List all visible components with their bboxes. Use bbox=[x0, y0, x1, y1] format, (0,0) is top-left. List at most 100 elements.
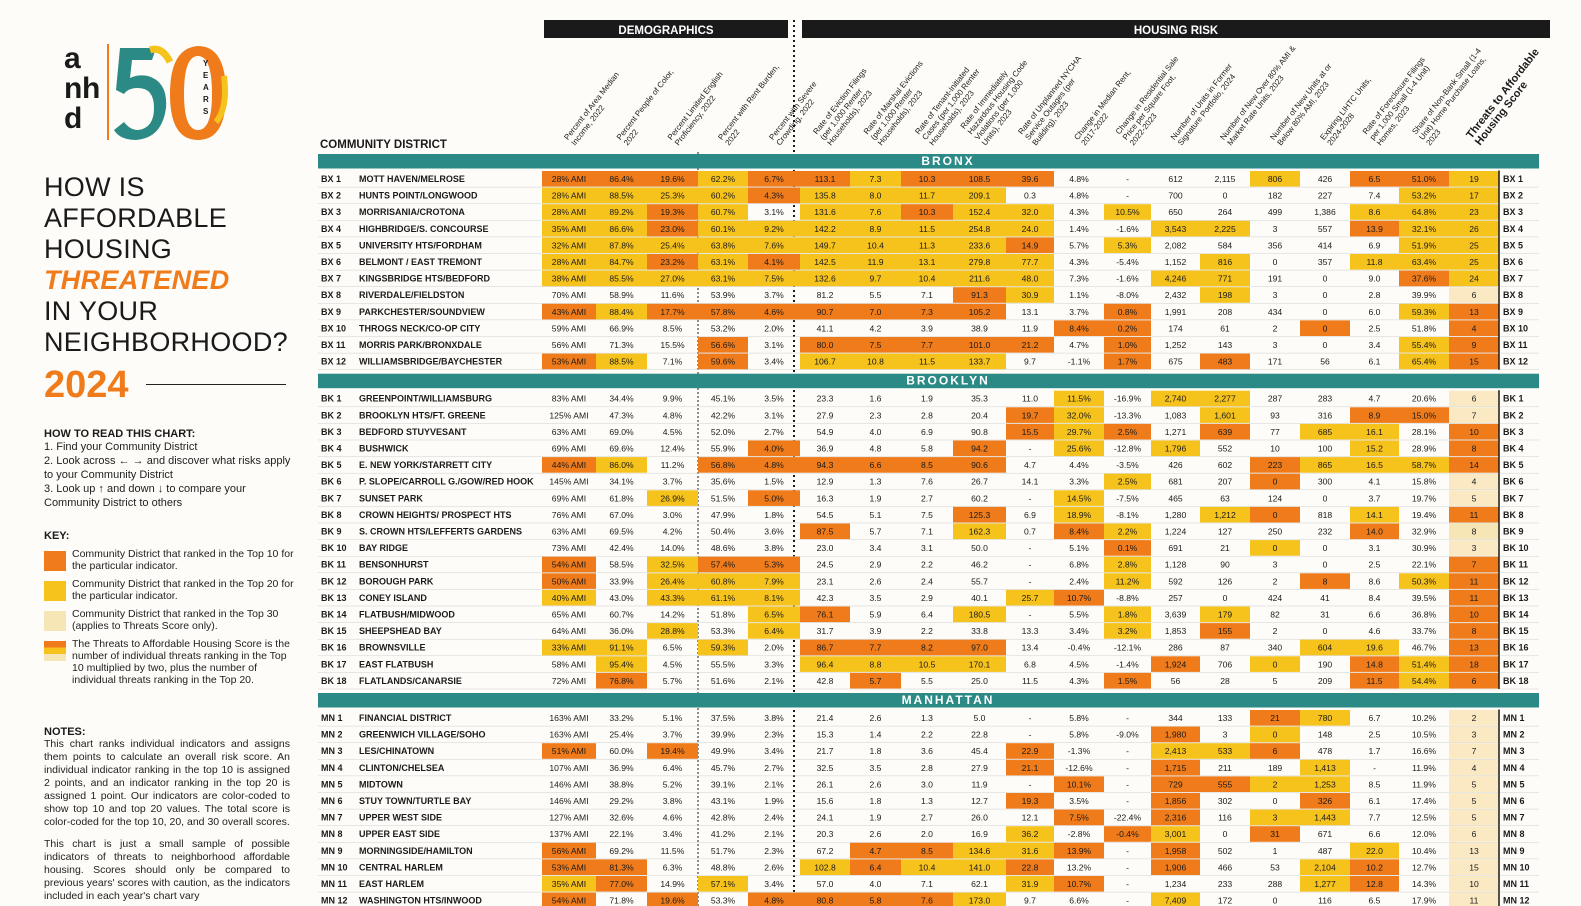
cell-highlight bbox=[1054, 876, 1104, 892]
cell-highlight bbox=[698, 876, 748, 892]
cell-value: 502 bbox=[1218, 846, 1233, 856]
district-name: BENSONHURST bbox=[359, 560, 429, 570]
cell-highlight bbox=[800, 337, 850, 353]
district-id: MN 1 bbox=[321, 713, 343, 723]
cell-highlight bbox=[1350, 407, 1399, 423]
district-id-right: BX 1 bbox=[1503, 174, 1523, 184]
cell-value: 3 bbox=[1273, 224, 1278, 234]
cell-highlight bbox=[1054, 490, 1104, 506]
cell-value: 8.8 bbox=[870, 659, 882, 669]
cell-value: 54.9 bbox=[817, 427, 834, 437]
cell-highlight bbox=[953, 220, 1006, 237]
cell-value: 0 bbox=[1323, 560, 1328, 570]
cell-highlight bbox=[1151, 793, 1200, 809]
cell-highlight bbox=[1054, 423, 1104, 440]
cell-highlight bbox=[953, 457, 1006, 473]
cell-value: 11.9 bbox=[1022, 323, 1038, 333]
cell-highlight bbox=[1104, 826, 1151, 842]
cell-value: 8.4% bbox=[1069, 323, 1089, 333]
cell-value: 209.1 bbox=[969, 191, 991, 201]
cell-value: 2.7% bbox=[764, 763, 784, 773]
cell-value: 4.1 bbox=[1369, 477, 1381, 487]
district-id: MN 2 bbox=[321, 730, 343, 740]
cell-value: 1.5% bbox=[764, 477, 784, 487]
cell-value: 7.6% bbox=[764, 240, 784, 250]
cell-value: 42.4% bbox=[609, 543, 634, 553]
cell-value: 2,104 bbox=[1314, 862, 1336, 872]
cell-value: 53.2% bbox=[711, 323, 736, 333]
cell-value: 6.9 bbox=[1369, 240, 1381, 250]
cell-value: 6.5% bbox=[764, 610, 784, 620]
cell-value: 22.9 bbox=[1022, 746, 1039, 756]
cell-highlight bbox=[596, 220, 647, 237]
cell-value: 3.4% bbox=[764, 357, 784, 367]
cell-value: 19.6% bbox=[660, 174, 685, 184]
cell-highlight bbox=[1449, 639, 1499, 656]
district-name: BEDFORD STUYVESANT bbox=[359, 427, 467, 437]
cell-highlight bbox=[1449, 809, 1499, 826]
cell-value: 10.3 bbox=[919, 174, 936, 184]
cell-highlight bbox=[953, 506, 1006, 523]
cell-highlight bbox=[1350, 204, 1399, 220]
cell-highlight bbox=[748, 220, 800, 237]
district-id: BX 2 bbox=[321, 191, 341, 201]
cell-highlight bbox=[542, 457, 596, 473]
cell-value: 7.5 bbox=[921, 510, 933, 520]
cell-value: 1,924 bbox=[1165, 659, 1187, 669]
district-id-right: BK 3 bbox=[1503, 427, 1524, 437]
cell-highlight bbox=[1200, 606, 1250, 623]
cell-highlight bbox=[850, 270, 901, 287]
cell-value: 66.9% bbox=[609, 323, 634, 333]
cell-value: 59% AMI bbox=[552, 323, 586, 333]
cell-value: 53% AMI bbox=[552, 357, 586, 367]
cell-highlight bbox=[1399, 656, 1449, 672]
cell-value: 133.7 bbox=[969, 357, 991, 367]
cell-value: 0 bbox=[1273, 510, 1278, 520]
cell-highlight bbox=[1104, 540, 1151, 556]
cell-value: 4 bbox=[1472, 323, 1477, 333]
cell-value: 1,796 bbox=[1165, 444, 1187, 454]
cell-value: 3.7% bbox=[1069, 307, 1089, 317]
cell-highlight bbox=[596, 270, 647, 287]
cell-value: 15.6 bbox=[817, 796, 834, 806]
cell-value: 15.3 bbox=[817, 730, 834, 740]
title-line: AFFORDABLE bbox=[44, 203, 228, 233]
cell-value: 58.5% bbox=[609, 560, 634, 570]
cell-value: 5.0 bbox=[974, 713, 986, 723]
cell-value: 41.2% bbox=[711, 829, 736, 839]
cell-value: 3.7 bbox=[1369, 493, 1381, 503]
cell-highlight bbox=[1006, 287, 1054, 303]
svg-text:h: h bbox=[82, 72, 100, 105]
cell-value: - bbox=[1029, 779, 1032, 789]
cell-value: 4.0 bbox=[870, 427, 882, 437]
cell-value: 48.6% bbox=[711, 543, 736, 553]
cell-value: 17.7% bbox=[660, 307, 685, 317]
legend-key: KEY: Community District that ranked in t… bbox=[44, 520, 294, 686]
cell-value: 51.6% bbox=[711, 676, 736, 686]
cell-highlight bbox=[1006, 842, 1054, 859]
cell-highlight bbox=[800, 220, 850, 237]
cell-value: 2.7% bbox=[764, 427, 784, 437]
cell-highlight bbox=[800, 656, 850, 672]
cell-value: 2,316 bbox=[1165, 813, 1187, 823]
key-heading: KEY: bbox=[44, 530, 70, 542]
cell-value: 14.5% bbox=[1067, 493, 1092, 503]
cell-value: 1,958 bbox=[1165, 846, 1187, 856]
cell-value: 15.2 bbox=[1366, 444, 1383, 454]
cell-highlight bbox=[542, 743, 596, 759]
cell-highlight bbox=[901, 237, 953, 253]
cell-highlight bbox=[748, 556, 800, 573]
cell-value: 2.6 bbox=[870, 713, 882, 723]
cell-value: 1.5% bbox=[1118, 676, 1138, 686]
district-id-right: BX 6 bbox=[1503, 257, 1523, 267]
cell-highlight bbox=[953, 171, 1006, 187]
district-id: MN 9 bbox=[321, 846, 343, 856]
cell-value: 6.6 bbox=[1369, 610, 1381, 620]
cell-value: 18.9% bbox=[1067, 510, 1092, 520]
cell-value: 0 bbox=[1273, 659, 1278, 669]
cell-value: -8.8% bbox=[1116, 593, 1139, 603]
cell-value: 53.9% bbox=[711, 290, 736, 300]
cell-highlight bbox=[800, 187, 850, 204]
cell-value: 0.2% bbox=[1118, 323, 1138, 333]
row-header-label: COMMUNITY DISTRICT bbox=[320, 139, 447, 151]
